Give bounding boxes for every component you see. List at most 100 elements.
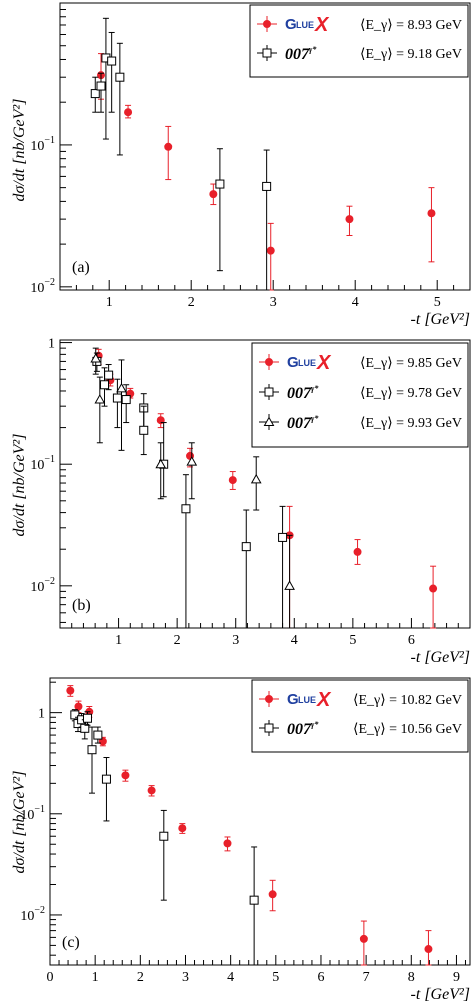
data-point (124, 108, 133, 117)
data-point (121, 771, 130, 780)
gluex-logo-lue: LUE (296, 20, 314, 30)
panel-label: (a) (72, 259, 90, 276)
legend-entry-label: ⟨E_γ⟩ = 9.85 GeV (360, 356, 462, 371)
data-point (104, 370, 114, 380)
data-point (94, 394, 106, 404)
x-tick-label: 4 (227, 970, 234, 985)
x-tick-label: 3 (182, 970, 189, 985)
gluex-logo-g: G (285, 16, 297, 33)
series-007-2 (92, 352, 288, 629)
data-point (209, 190, 218, 199)
data-point (353, 547, 362, 556)
gluex-logo-lue: LUE (298, 695, 316, 705)
legend-marker (264, 695, 273, 704)
x-axis-label: -t [GeV²] (411, 986, 470, 1003)
data-point (164, 142, 173, 151)
data-point (359, 934, 368, 943)
gluex-logo-lue: LUE (298, 358, 316, 368)
x-tick-label: 8 (408, 970, 415, 985)
x-tick-label: 6 (317, 970, 324, 985)
x-tick-label: 6 (408, 633, 415, 648)
x-tick-label: 5 (349, 633, 356, 648)
data-point (90, 89, 100, 99)
legend-entry-label: ⟨E_γ⟩ = 9.18 GeV (360, 47, 462, 62)
x-tick-label: 3 (232, 633, 239, 648)
data-point (262, 181, 272, 191)
series-007-3 (90, 347, 295, 629)
gluex-logo-x: X (316, 352, 332, 374)
x-tick-label: 0 (47, 970, 54, 985)
legend-marker (263, 416, 275, 426)
data-point (284, 580, 295, 590)
data-point (181, 504, 191, 514)
data-point (223, 839, 232, 848)
gluex-logo-g: G (287, 691, 299, 708)
data-point (249, 895, 259, 905)
data-point (115, 72, 125, 82)
legend-marker (264, 357, 273, 366)
data-point (87, 745, 97, 755)
y-tick-label: 1 (48, 337, 55, 352)
legend-entry-label: ⟨E_γ⟩ = 10.82 GeV (353, 693, 462, 708)
data-point (96, 81, 106, 91)
y-axis-label: dσ/dt [nb/GeV²] (11, 99, 28, 202)
gluex-logo: G LUE X (287, 689, 332, 711)
plot-frame (59, 339, 471, 629)
plot-frame (49, 677, 471, 966)
legend-marker (262, 48, 272, 58)
x-tick-label: 4 (352, 295, 359, 310)
panel-label: (c) (62, 934, 80, 951)
data-point (93, 730, 103, 740)
x-tick-label: 2 (174, 633, 181, 648)
x-tick-label: 9 (453, 970, 460, 985)
panel-label: (b) (72, 597, 91, 614)
gluex-logo-x: X (316, 689, 332, 711)
series-gluex-1 (94, 348, 438, 629)
series-007-2 (90, 17, 272, 291)
data-point (139, 425, 149, 435)
x-tick-label: 3 (270, 295, 277, 310)
data-point (101, 774, 111, 784)
gluex-logo-g: G (287, 354, 299, 371)
data-point (107, 56, 117, 66)
data-point (121, 395, 131, 405)
x-tick-label: 1 (106, 295, 113, 310)
legend-box (251, 342, 469, 448)
data-point (112, 393, 122, 403)
data-point (159, 831, 169, 841)
data-point (82, 713, 92, 723)
data-point (424, 945, 433, 954)
data-point (186, 456, 198, 466)
y-axis-label: dσ/dt [nb/GeV²] (11, 434, 28, 537)
x-tick-label: 5 (272, 970, 279, 985)
x-axis-label: -t [GeV²] (411, 311, 470, 328)
data-point (266, 246, 275, 255)
data-point (147, 786, 156, 795)
data-point (178, 824, 187, 833)
x-tick-label: 2 (188, 295, 195, 310)
data-point (155, 458, 167, 469)
y-tick-label: 1 (38, 707, 45, 722)
series-007-2 (70, 709, 259, 966)
x-tick-label: 7 (363, 970, 370, 985)
y-axis-label: dσ/dt [nb/GeV²] (11, 771, 28, 874)
x-tick-label: 1 (92, 970, 99, 985)
legend-box (249, 4, 469, 78)
x-axis-label: -t [GeV²] (411, 649, 470, 666)
legend-marker (264, 387, 274, 397)
data-point (429, 584, 438, 593)
data-point (66, 686, 75, 695)
gluex-logo-x: X (314, 14, 330, 36)
data-point (156, 416, 165, 425)
data-point (268, 890, 277, 899)
legend-entry-label: ⟨E_γ⟩ = 10.56 GeV (353, 722, 462, 737)
legend-entry-label: ⟨E_γ⟩ = 9.93 GeV (360, 416, 462, 431)
x-tick-label: 2 (137, 970, 144, 985)
x-tick-label: 4 (291, 633, 298, 648)
data-point (241, 542, 251, 552)
data-point (215, 179, 225, 189)
